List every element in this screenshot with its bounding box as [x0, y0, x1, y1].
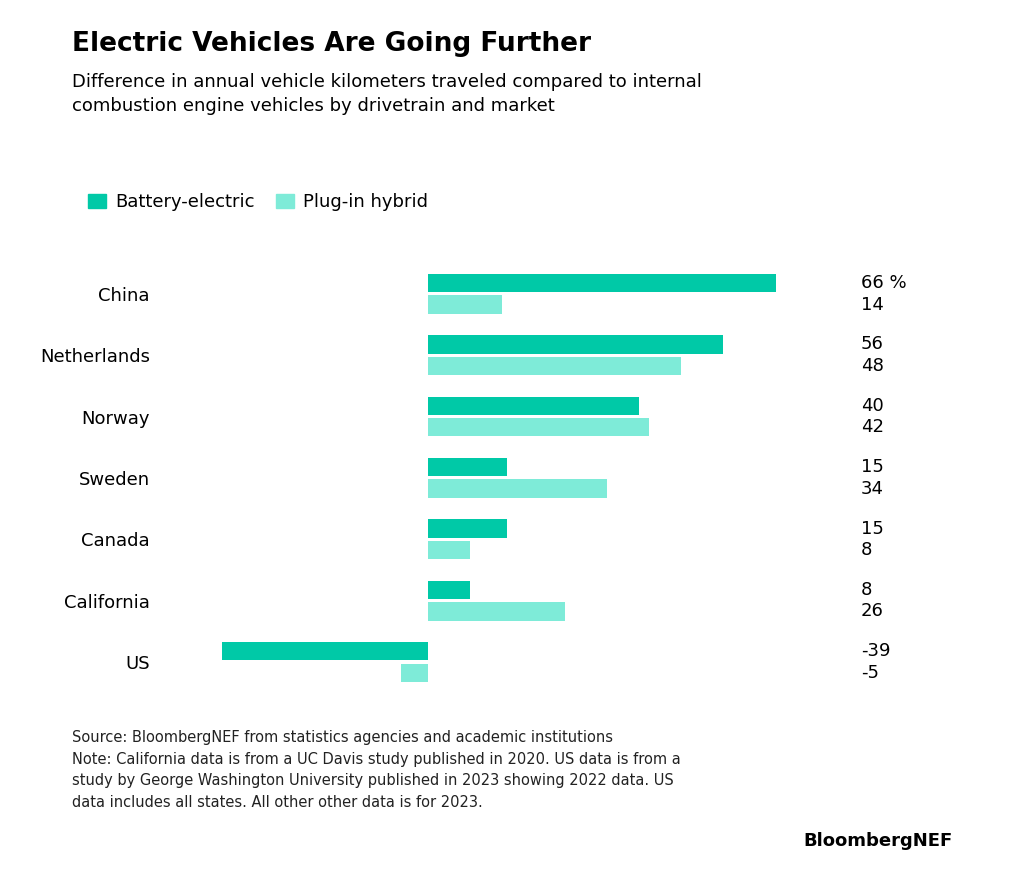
Text: 66 %: 66 %	[861, 274, 906, 292]
Bar	[428, 458, 507, 476]
Bar	[428, 418, 649, 436]
Bar	[401, 664, 428, 682]
Bar	[428, 396, 639, 415]
Bar	[428, 296, 502, 314]
Text: 15: 15	[861, 458, 884, 476]
Text: 14: 14	[861, 296, 884, 313]
Bar	[428, 581, 470, 599]
Text: Difference in annual vehicle kilometers traveled compared to internal
combustion: Difference in annual vehicle kilometers …	[72, 73, 701, 115]
Text: -5: -5	[861, 664, 879, 681]
Text: 40: 40	[861, 396, 884, 415]
Bar	[222, 642, 428, 660]
Text: 15: 15	[861, 519, 884, 537]
Text: BloombergNEF: BloombergNEF	[803, 832, 952, 850]
Text: -39: -39	[861, 643, 891, 660]
Bar	[428, 602, 565, 620]
Text: 26: 26	[861, 603, 884, 620]
Bar	[428, 519, 507, 538]
Bar	[428, 335, 723, 354]
Bar	[428, 357, 681, 375]
Bar	[428, 273, 776, 292]
Text: 34: 34	[861, 480, 884, 497]
Text: 48: 48	[861, 357, 884, 375]
Text: 8: 8	[861, 581, 872, 599]
Text: Source: BloombergNEF from statistics agencies and academic institutions
Note: Ca: Source: BloombergNEF from statistics age…	[72, 730, 680, 810]
Text: Electric Vehicles Are Going Further: Electric Vehicles Are Going Further	[72, 31, 591, 57]
Legend: Battery-electric, Plug-in hybrid: Battery-electric, Plug-in hybrid	[81, 186, 435, 219]
Text: 42: 42	[861, 419, 884, 436]
Bar	[428, 541, 470, 559]
Text: 56: 56	[861, 335, 884, 353]
Text: 8: 8	[861, 541, 872, 559]
Bar	[428, 480, 607, 498]
